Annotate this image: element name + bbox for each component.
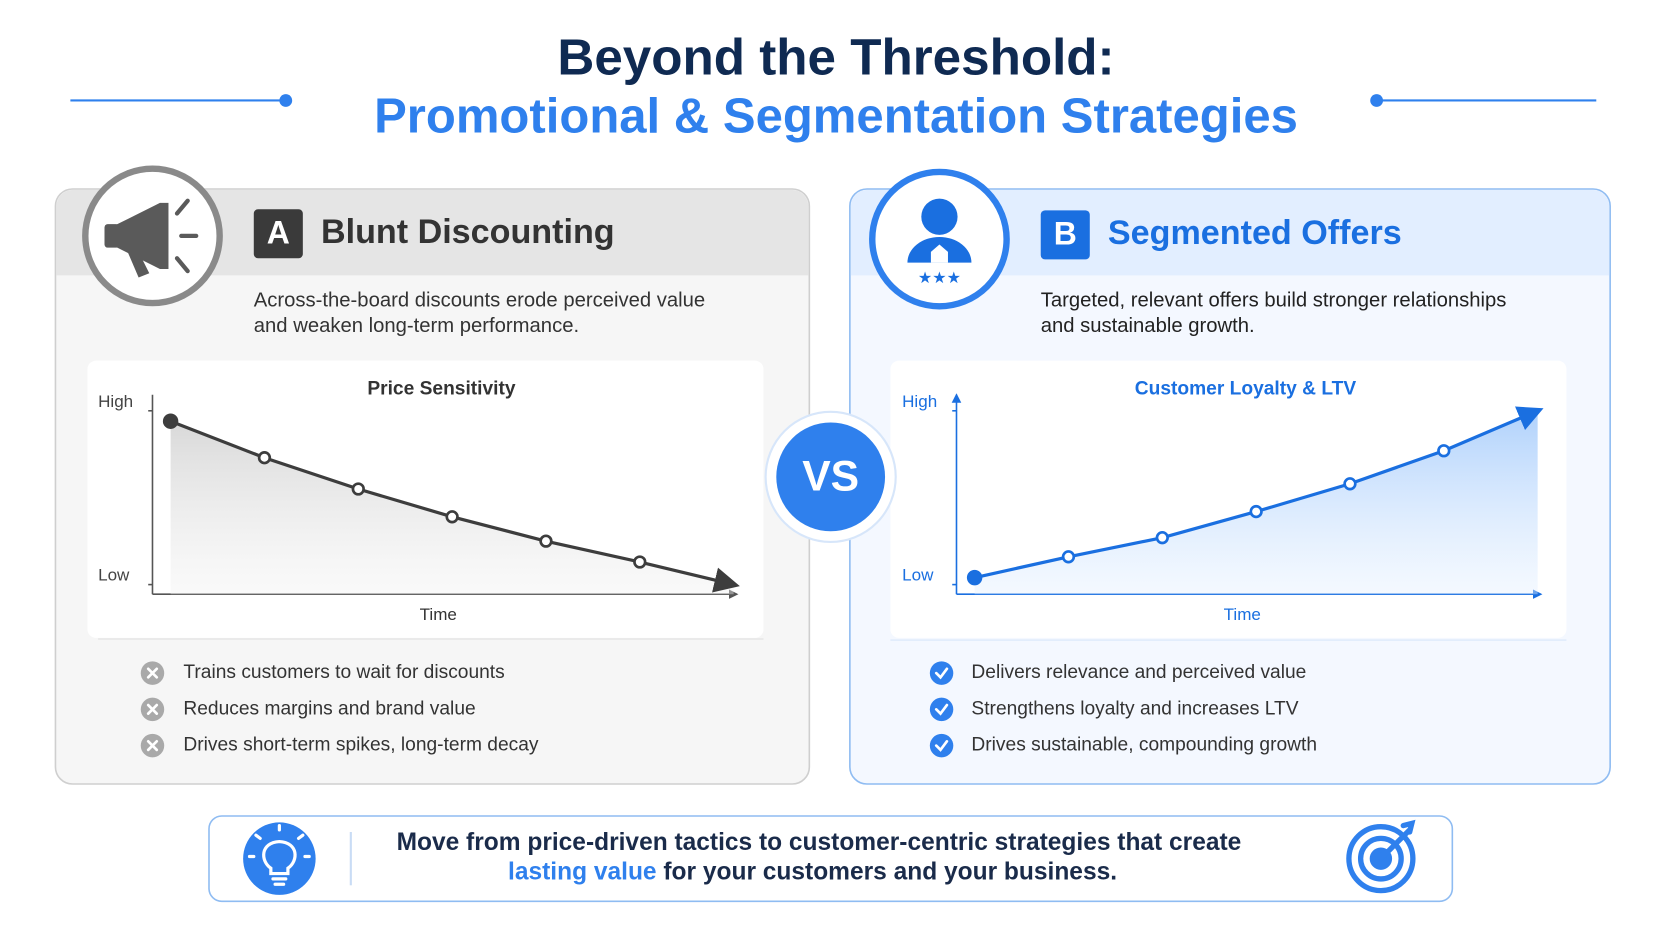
target-icon (1346, 819, 1416, 894)
check-icon (929, 697, 954, 722)
bullet-text: Delivers relevance and perceived value (971, 662, 1306, 683)
point (445, 510, 459, 524)
panel-letter: A (267, 214, 290, 250)
subtitle: Promotional & Segmentation Strategies (374, 90, 1298, 144)
stars: ★★★ (918, 270, 961, 287)
letter-box (1040, 210, 1090, 260)
check-icon-mark (934, 667, 949, 680)
point (539, 534, 553, 548)
decor-dot (279, 94, 293, 107)
bulb-circle (243, 822, 316, 895)
decor-dot (1370, 94, 1384, 107)
point (966, 569, 983, 586)
point (1061, 550, 1076, 564)
footer-text: lasting value for your customers and you… (508, 859, 1117, 886)
chart-title: Customer Loyalty & LTV (1135, 379, 1357, 400)
check-icon (929, 733, 954, 758)
x-axis-label: Time (420, 605, 457, 624)
x-icon-mark (146, 740, 159, 752)
title: Beyond the Threshold: (557, 29, 1114, 86)
letter-box (253, 209, 303, 259)
check-icon-mark (934, 740, 949, 752)
y-tick-label: High (902, 392, 937, 411)
panel-header (850, 190, 1610, 276)
x-icon-mark (146, 703, 159, 715)
point (1249, 504, 1263, 519)
panel-title: Segmented Offers (1108, 214, 1402, 252)
footer-rest: for your customers and your business. (657, 859, 1117, 886)
footer-text: Move from price-driven tactics to custom… (397, 829, 1242, 856)
point (1343, 477, 1357, 491)
area (170, 421, 734, 595)
bullet-text: Reduces margins and brand value (183, 698, 475, 719)
panel-title: Blunt Discounting (321, 213, 615, 251)
y-tick-label: Low (902, 566, 934, 585)
panel-description: Targeted, relevant offers build stronger… (1041, 289, 1507, 311)
point (1155, 531, 1169, 545)
point (633, 555, 647, 569)
panel-description: Across-the-board discounts erode perceiv… (254, 289, 705, 311)
y-tick-label: High (98, 392, 133, 411)
point (351, 482, 365, 496)
bullet-text: Strengthens loyalty and increases LTV (971, 698, 1298, 719)
vs-badge (776, 422, 886, 532)
bullet-text: Trains customers to wait for discounts (183, 662, 504, 683)
bullet-text: Drives short-term spikes, long-term deca… (183, 735, 538, 756)
chart-title: Price Sensitivity (367, 379, 516, 400)
y-tick-label: Low (98, 566, 130, 585)
footer-highlight: lasting value (508, 859, 657, 886)
panel-header (56, 190, 809, 276)
panel-description: and weaken long-term performance. (254, 315, 579, 337)
point (1437, 444, 1451, 458)
panel-description: and sustainable growth. (1041, 315, 1255, 337)
footer-box (208, 815, 1454, 903)
check-icon (929, 661, 954, 685)
bulb-icon (247, 823, 311, 886)
point (162, 413, 179, 429)
x-icon-mark (146, 667, 159, 679)
bullet-text: Drives sustainable, compounding growth (971, 735, 1317, 756)
vs-label: VS (802, 452, 859, 500)
customer-icon: ★★★ (907, 198, 972, 287)
point (257, 451, 272, 465)
x-axis-label: Time (1224, 605, 1261, 624)
panel-letter: B (1054, 215, 1077, 251)
check-icon-mark (934, 703, 949, 716)
